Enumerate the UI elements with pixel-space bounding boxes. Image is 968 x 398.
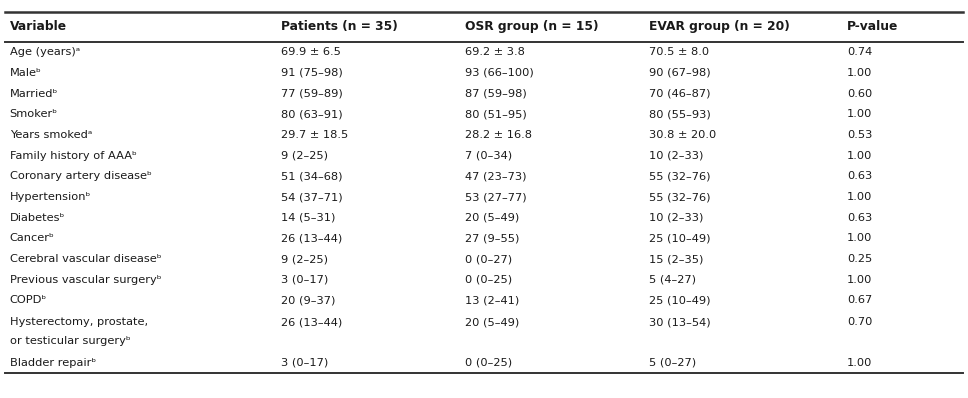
Text: 25 (10–49): 25 (10–49) — [649, 295, 711, 306]
Text: 0.25: 0.25 — [847, 254, 872, 264]
Text: Coronary artery diseaseᵇ: Coronary artery diseaseᵇ — [10, 171, 152, 181]
Text: or testicular surgeryᵇ: or testicular surgeryᵇ — [10, 336, 131, 345]
Text: Previous vascular surgeryᵇ: Previous vascular surgeryᵇ — [10, 275, 162, 285]
Text: OSR group (n = 15): OSR group (n = 15) — [465, 20, 598, 33]
Text: 29.7 ± 18.5: 29.7 ± 18.5 — [281, 130, 348, 140]
Text: Diabetesᵇ: Diabetesᵇ — [10, 213, 65, 223]
Text: Years smokedᵃ: Years smokedᵃ — [10, 130, 92, 140]
Text: 1.00: 1.00 — [847, 109, 872, 119]
Text: 0 (0–25): 0 (0–25) — [465, 275, 512, 285]
Text: 0.74: 0.74 — [847, 47, 872, 57]
Text: Bladder repairᵇ: Bladder repairᵇ — [10, 357, 96, 368]
Text: 47 (23–73): 47 (23–73) — [465, 171, 527, 181]
Text: 0.53: 0.53 — [847, 130, 872, 140]
Text: 87 (59–98): 87 (59–98) — [465, 88, 527, 99]
Text: 27 (9–55): 27 (9–55) — [465, 233, 519, 244]
Text: 9 (2–25): 9 (2–25) — [281, 150, 328, 161]
Text: 69.2 ± 3.8: 69.2 ± 3.8 — [465, 47, 525, 57]
Text: 0.63: 0.63 — [847, 213, 872, 223]
Text: Cancerᵇ: Cancerᵇ — [10, 233, 54, 244]
Text: Marriedᵇ: Marriedᵇ — [10, 88, 58, 99]
Text: 13 (2–41): 13 (2–41) — [465, 295, 519, 306]
Text: Family history of AAAᵇ: Family history of AAAᵇ — [10, 150, 136, 161]
Text: 1.00: 1.00 — [847, 150, 872, 161]
Text: 9 (2–25): 9 (2–25) — [281, 254, 328, 264]
Text: 70 (46–87): 70 (46–87) — [649, 88, 711, 99]
Text: COPDᵇ: COPDᵇ — [10, 295, 46, 306]
Text: 1.00: 1.00 — [847, 357, 872, 368]
Text: P-value: P-value — [847, 20, 898, 33]
Text: 69.9 ± 6.5: 69.9 ± 6.5 — [281, 47, 341, 57]
Text: Smokerᵇ: Smokerᵇ — [10, 109, 58, 119]
Text: 1.00: 1.00 — [847, 275, 872, 285]
Text: 10 (2–33): 10 (2–33) — [649, 213, 703, 223]
Text: 30.8 ± 20.0: 30.8 ± 20.0 — [649, 130, 715, 140]
Text: 3 (0–17): 3 (0–17) — [281, 357, 328, 368]
Text: 0.63: 0.63 — [847, 171, 872, 181]
Text: 80 (51–95): 80 (51–95) — [465, 109, 527, 119]
Text: 91 (75–98): 91 (75–98) — [281, 68, 343, 78]
Text: 80 (55–93): 80 (55–93) — [649, 109, 711, 119]
Text: 1.00: 1.00 — [847, 192, 872, 202]
Text: Hypertensionᵇ: Hypertensionᵇ — [10, 192, 91, 202]
Text: 51 (34–68): 51 (34–68) — [281, 171, 343, 181]
Text: 54 (37–71): 54 (37–71) — [281, 192, 343, 202]
Text: 53 (27–77): 53 (27–77) — [465, 192, 527, 202]
Text: Hysterectomy, prostate,: Hysterectomy, prostate, — [10, 318, 148, 328]
Text: 15 (2–35): 15 (2–35) — [649, 254, 703, 264]
Text: 5 (0–27): 5 (0–27) — [649, 357, 696, 368]
Text: Patients (n = 35): Patients (n = 35) — [281, 20, 398, 33]
Text: 20 (9–37): 20 (9–37) — [281, 295, 335, 306]
Text: 0 (0–27): 0 (0–27) — [465, 254, 512, 264]
Text: 0 (0–25): 0 (0–25) — [465, 357, 512, 368]
Text: Variable: Variable — [10, 20, 67, 33]
Text: 70.5 ± 8.0: 70.5 ± 8.0 — [649, 47, 709, 57]
Text: Age (years)ᵃ: Age (years)ᵃ — [10, 47, 79, 57]
Text: 14 (5–31): 14 (5–31) — [281, 213, 335, 223]
Text: 1.00: 1.00 — [847, 68, 872, 78]
Text: 90 (67–98): 90 (67–98) — [649, 68, 711, 78]
Text: 10 (2–33): 10 (2–33) — [649, 150, 703, 161]
Text: 26 (13–44): 26 (13–44) — [281, 318, 342, 328]
Text: EVAR group (n = 20): EVAR group (n = 20) — [649, 20, 789, 33]
Text: 0.70: 0.70 — [847, 318, 872, 328]
Text: 55 (32–76): 55 (32–76) — [649, 171, 711, 181]
Text: 7 (0–34): 7 (0–34) — [465, 150, 512, 161]
Text: 25 (10–49): 25 (10–49) — [649, 233, 711, 244]
Text: 55 (32–76): 55 (32–76) — [649, 192, 711, 202]
Text: 77 (59–89): 77 (59–89) — [281, 88, 343, 99]
Text: Maleᵇ: Maleᵇ — [10, 68, 42, 78]
Text: 5 (4–27): 5 (4–27) — [649, 275, 696, 285]
Text: 1.00: 1.00 — [847, 233, 872, 244]
Text: 26 (13–44): 26 (13–44) — [281, 233, 342, 244]
Text: 3 (0–17): 3 (0–17) — [281, 275, 328, 285]
Text: 0.67: 0.67 — [847, 295, 872, 306]
Text: 20 (5–49): 20 (5–49) — [465, 318, 519, 328]
Text: 20 (5–49): 20 (5–49) — [465, 213, 519, 223]
Text: 28.2 ± 16.8: 28.2 ± 16.8 — [465, 130, 531, 140]
Text: 30 (13–54): 30 (13–54) — [649, 318, 711, 328]
Text: 0.60: 0.60 — [847, 88, 872, 99]
Text: 93 (66–100): 93 (66–100) — [465, 68, 533, 78]
Text: 80 (63–91): 80 (63–91) — [281, 109, 343, 119]
Text: Cerebral vascular diseaseᵇ: Cerebral vascular diseaseᵇ — [10, 254, 162, 264]
